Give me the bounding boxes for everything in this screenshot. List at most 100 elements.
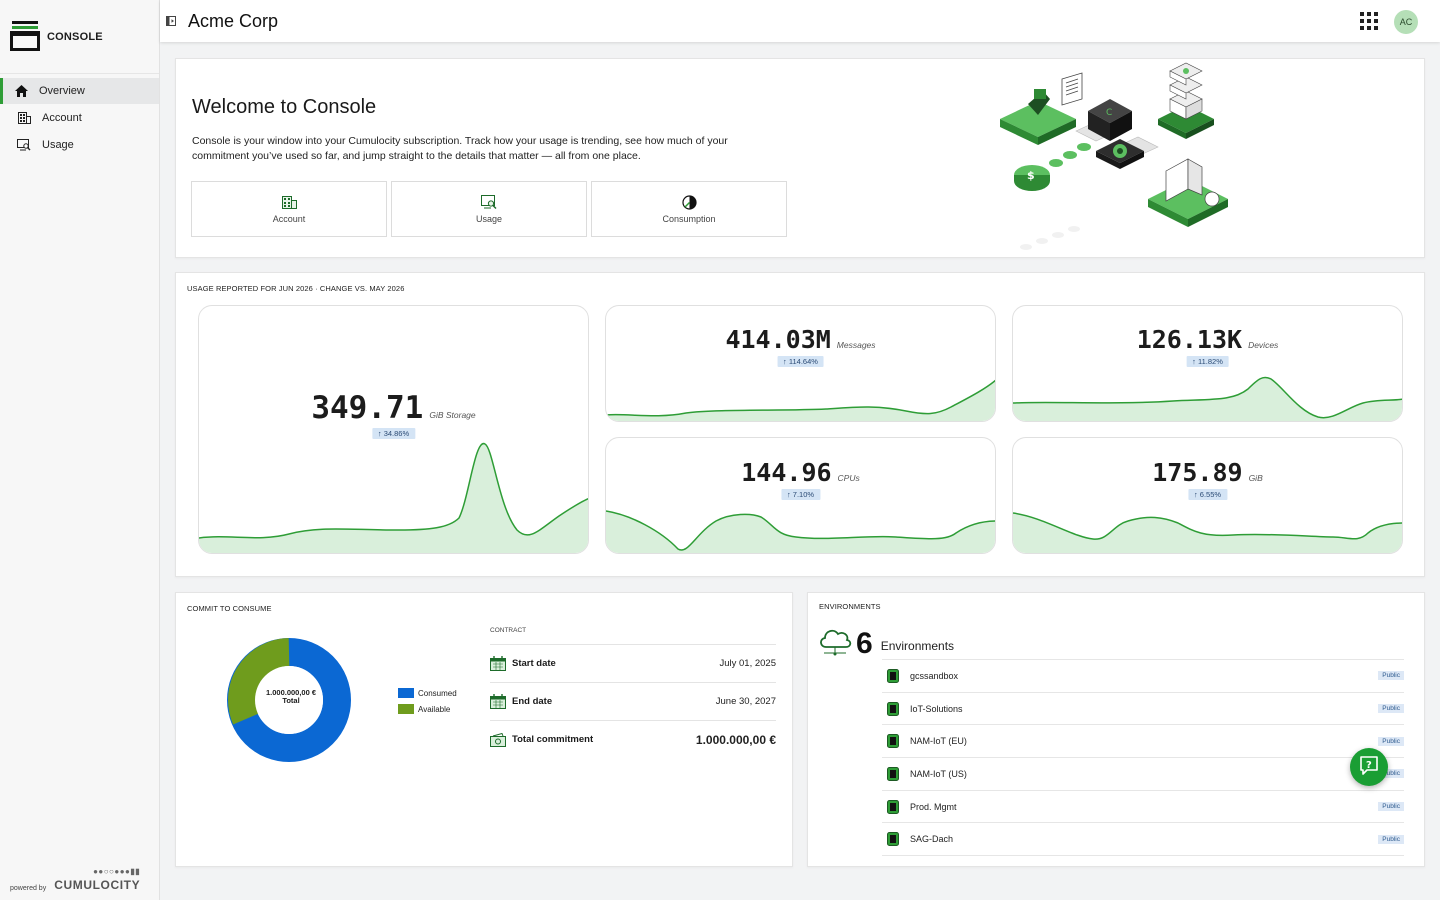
environment-icon [886,734,900,749]
kpi-unit: GiB [1248,473,1263,483]
environment-row[interactable]: NAM-IoT (EU) Public [882,725,1404,759]
quick-link-account[interactable]: Account [191,181,387,237]
help-button[interactable]: ? [1350,748,1388,786]
environment-name: SAG-Dach [910,834,954,845]
contract-title: CONTRACT [490,627,527,634]
environment-row[interactable]: gcssandbox Public [882,660,1404,693]
kpi-card-devices[interactable]: 126.13K Devices ↑ 11.82% [1012,305,1403,422]
kpi-change: 34.86% [383,429,410,438]
environment-row[interactable]: NAM-IoT (US) Public [882,758,1404,791]
environment-tag: Public [1378,769,1404,779]
help-chat-icon: ? [1358,754,1380,781]
commit-card: COMMIT TO CONSUME 1.000.000,00 € Total C… [175,592,793,867]
environment-row[interactable]: IoT-Solutions Public [882,693,1404,726]
kpi-card-storage[interactable]: 349.71 GiB Storage ↑ 34.86% [198,305,589,554]
environments-section-title: ENVIRONMENTS [819,602,881,611]
cumulocity-logo: ●●○○●●●▮▮ CUMULOCITY [54,867,140,892]
environment-name: gcssandbox [910,670,959,681]
commit-section-title: COMMIT TO CONSUME [187,604,272,613]
contract-value: July 01, 2025 [719,658,776,669]
kpi-value: 414.03M Messages [606,325,995,354]
environments-summary: 6 Environments [818,625,954,662]
powered-by-label: powered by [10,885,47,892]
page-title: Acme Corp [188,10,279,31]
legend-label: Available [418,704,451,714]
welcome-card: Welcome to Console Console is your windo… [175,58,1425,258]
kpi-card-gib[interactable]: 175.89 GiB ↑ 6.55% [1012,437,1403,554]
kpi-change-badge: ↑ 7.10% [780,489,821,500]
brand[interactable]: CONSOLE [0,0,159,74]
usage-card: USAGE REPORTED FOR JUN 2026 · CHANGE VS.… [175,272,1425,577]
kpi-value: 144.96 CPUs [606,458,995,487]
home-icon [14,84,28,98]
brand-name: CONSOLE [47,30,103,43]
legend-swatch [398,688,414,698]
kpi-change-badge: ↑ 11.82% [1186,356,1229,367]
kpi-change: 6.55% [1199,490,1222,499]
powered-by: powered by ●●○○●●●▮▮ CUMULOCITY [10,867,140,892]
commit-donut-chart [227,638,351,762]
contract-row-start-date: Start date July 01, 2025 [490,644,776,682]
environment-name: Prod. Mgmt [910,801,957,812]
kpi-value: 126.13K Devices [1013,325,1402,354]
sparkline-messages [606,379,995,421]
welcome-title: Welcome to Console [192,96,377,118]
kpi-unit: CPUs [837,473,860,483]
environment-icon [886,832,900,847]
legend-item-available[interactable]: Available [398,701,457,717]
building-icon [281,194,297,210]
sidebar-item-usage[interactable]: Usage [0,132,159,158]
sidebar-item-overview[interactable]: Overview [0,78,159,104]
kpi-number: 175.89 [1152,458,1243,487]
environment-tag: Public [1378,736,1404,746]
calendar-icon [490,694,506,710]
environments-count-label: Environments [880,638,955,653]
usage-monitor-icon [481,194,497,210]
environment-tag: Public [1378,834,1404,844]
quick-link-label: Consumption [662,214,716,224]
sidebar-item-label: Account [42,112,82,124]
iot-illustration: C $ [1000,62,1228,250]
kpi-card-messages[interactable]: 414.03M Messages ↑ 114.64% [605,305,996,422]
usage-section-title: USAGE REPORTED FOR JUN 2026 · CHANGE VS.… [187,284,405,293]
collapse-sidebar-icon[interactable] [166,15,178,27]
quick-link-label: Usage [475,214,502,224]
kpi-unit: Messages [836,340,876,350]
sparkline-storage [199,443,588,553]
svg-text:C: C [1106,108,1112,118]
calendar-icon [490,656,506,672]
kpi-change-badge: ↑ 114.64% [777,356,824,367]
kpi-number: 414.03M [725,325,831,354]
environment-row[interactable]: Prod. Mgmt Public [882,791,1404,824]
legend-item-consumed[interactable]: Consumed [398,685,457,701]
sparkline-cpus [606,510,995,553]
usage-monitor-icon [17,138,31,152]
quick-link-consumption[interactable]: Consumption [591,181,787,237]
environment-icon [886,766,900,781]
money-icon [490,732,506,748]
contract-value: 1.000.000,00 € [695,732,776,747]
svg-text:$: $ [1027,169,1035,182]
user-avatar[interactable]: AC [1394,10,1418,34]
environment-row[interactable]: SAG-Dach Public [882,823,1404,857]
environment-name: NAM-IoT (EU) [910,736,967,747]
sidebar-nav: Overview Account Usage [0,78,159,158]
sidebar-item-label: Overview [39,85,85,97]
sidebar: CONSOLE Overview Account Usage powered b… [0,0,160,900]
kpi-card-cpus[interactable]: 144.96 CPUs ↑ 7.10% [605,437,996,554]
donut-legend: Consumed Available [398,685,457,717]
app-switcher-icon[interactable] [1360,12,1378,30]
kpi-change: 114.64% [788,357,818,366]
contract-label: End date [512,696,553,707]
contract-label: Total commitment [512,734,594,745]
legend-swatch [398,704,414,714]
environment-icon [886,799,900,814]
kpi-number: 144.96 [741,458,832,487]
quick-link-usage[interactable]: Usage [391,181,587,237]
sidebar-item-account[interactable]: Account [0,105,159,131]
arrow-up-icon: ↑ [1193,490,1200,499]
environments-list: gcssandbox Public IoT-Solutions Public N… [882,659,1404,857]
sparkline-gib [1013,512,1402,553]
arrow-up-icon: ↑ [783,357,789,366]
cloud-icon [818,625,852,662]
